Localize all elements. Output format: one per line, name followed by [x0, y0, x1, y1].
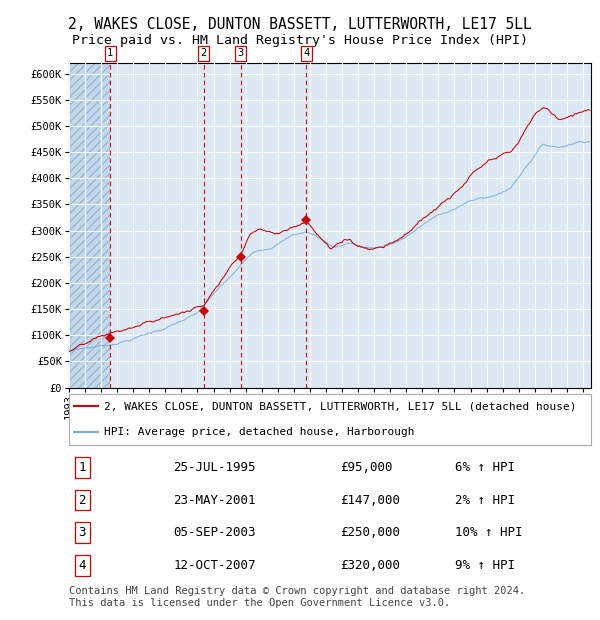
Text: £250,000: £250,000 — [340, 526, 400, 539]
Text: 3: 3 — [238, 48, 244, 58]
Text: 23-MAY-2001: 23-MAY-2001 — [173, 494, 256, 507]
Text: 4: 4 — [78, 559, 86, 572]
Text: £320,000: £320,000 — [340, 559, 400, 572]
Text: 1: 1 — [107, 48, 113, 58]
Text: £147,000: £147,000 — [340, 494, 400, 507]
Text: Contains HM Land Registry data © Crown copyright and database right 2024.
This d: Contains HM Land Registry data © Crown c… — [69, 586, 525, 608]
Text: 2, WAKES CLOSE, DUNTON BASSETT, LUTTERWORTH, LE17 5LL: 2, WAKES CLOSE, DUNTON BASSETT, LUTTERWO… — [68, 17, 532, 32]
Text: 6% ↑ HPI: 6% ↑ HPI — [455, 461, 515, 474]
Text: 25-JUL-1995: 25-JUL-1995 — [173, 461, 256, 474]
Text: 2: 2 — [78, 494, 86, 507]
Text: HPI: Average price, detached house, Harborough: HPI: Average price, detached house, Harb… — [104, 427, 415, 437]
Text: 2, WAKES CLOSE, DUNTON BASSETT, LUTTERWORTH, LE17 5LL (detached house): 2, WAKES CLOSE, DUNTON BASSETT, LUTTERWO… — [104, 401, 577, 412]
Text: 3: 3 — [78, 526, 86, 539]
Text: 2% ↑ HPI: 2% ↑ HPI — [455, 494, 515, 507]
Text: 10% ↑ HPI: 10% ↑ HPI — [455, 526, 523, 539]
Text: Price paid vs. HM Land Registry's House Price Index (HPI): Price paid vs. HM Land Registry's House … — [72, 34, 528, 46]
Text: 9% ↑ HPI: 9% ↑ HPI — [455, 559, 515, 572]
Text: 4: 4 — [303, 48, 310, 58]
Text: £95,000: £95,000 — [340, 461, 393, 474]
Text: 05-SEP-2003: 05-SEP-2003 — [173, 526, 256, 539]
Text: 2: 2 — [200, 48, 207, 58]
Text: 1: 1 — [78, 461, 86, 474]
Text: 12-OCT-2007: 12-OCT-2007 — [173, 559, 256, 572]
